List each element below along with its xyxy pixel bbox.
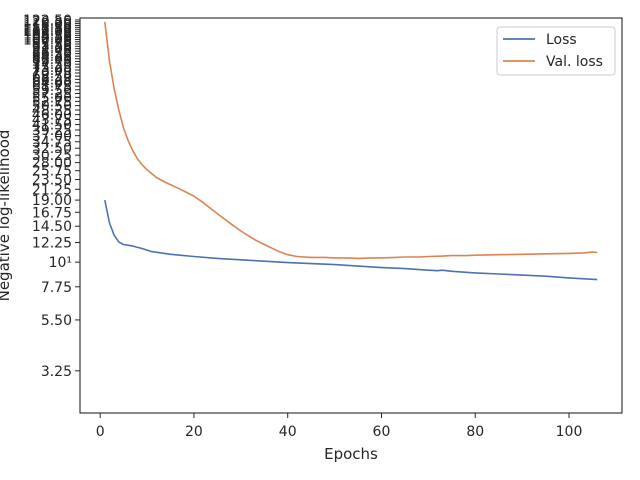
y-tick-label: 34.75 [32,135,72,151]
y-tick-label: 25.75 [32,164,72,180]
y-tick-label: 7.75 [41,280,72,296]
y-tick-label: 97.75 [32,35,72,51]
y-tick-label: 100.00 [23,33,72,49]
y-tick-label: 5.50 [41,313,72,329]
y-tick-label: 19.00 [32,193,72,209]
y-tick-label: 86.50 [32,47,72,63]
y-tick-label: 16.75 [32,205,72,221]
y-tick-label: 66.25 [32,72,72,88]
y-tick-label: 68.50 [32,69,72,85]
y-tick-label: 23.50 [32,173,72,189]
y-tick-label: 91.00 [32,42,72,58]
y-tick-label: 10¹ [49,255,72,271]
y-tick-label: 95.50 [32,37,72,53]
y-tick-label: 46.00 [32,108,72,124]
y-tick-label: 52.75 [32,94,72,110]
y-tick-label: 73.00 [32,63,72,79]
y-tick-label: 3.25 [41,364,72,380]
x-axis-label: Epochs [324,445,378,463]
x-tick-label: 20 [185,424,203,440]
y-tick-label: 104.50 [23,28,72,44]
x-tick-label: 0 [96,424,105,440]
y-tick-label: 14.50 [32,219,72,235]
x-tick-label: 100 [556,424,583,440]
y-tick-label: 111.25 [23,22,72,38]
y-tick-label: 39.25 [32,123,72,139]
y-tick-label: 12.25 [32,236,72,252]
plot-frame [79,17,623,414]
y-tick-label: 21.25 [32,182,72,198]
y-tick-label: 48.25 [32,103,72,119]
y-tick-label: 122.50 [23,13,72,29]
y-tick-label: 88.75 [32,44,72,60]
legend-entry: Loss [546,32,577,48]
y-tick-label: 93.25 [32,39,72,55]
axes: 0 20 40 60 80 100 3.25 5.50 7.75 10¹ 12.2514.5016.… [23,13,623,440]
y-tick-label: 113.50 [23,20,72,36]
y-tick-label: 106.75 [23,26,72,42]
y-tick-label: 70.75 [32,66,72,82]
y-tick-label: 77.50 [32,57,72,73]
y-tick-label: 57.25 [32,86,72,102]
legend: Loss Val. loss [496,26,616,76]
y-tick-label: 55.00 [32,90,72,106]
x-tick-label: 80 [466,424,484,440]
y-tick-label: 41.50 [32,118,72,134]
y-tick-label: 102.25 [23,30,72,46]
x-tick-label: 60 [373,424,391,440]
y-tick-label: 37.00 [32,129,72,145]
y-tick-label: 118.00 [23,17,72,33]
x-tick-label: 40 [279,424,297,440]
y-tick-label: 109.00 [23,24,72,40]
y-tick-label: 115.75 [23,18,72,34]
y-tick-label: 30.25 [32,148,72,164]
series-line-loss [104,199,598,281]
y-axis-label: Negative log-likelihood [0,130,13,302]
y-tick-label: 32.50 [32,141,72,157]
y-tick-label: 28.00 [32,156,72,172]
y-tick-label: 79.75 [32,54,72,70]
series-line-val-loss [104,21,598,260]
y-tick-label: 43.75 [32,112,72,128]
y-tick-label: 120.25 [23,15,72,31]
y-tick-label: 84.25 [32,49,72,65]
y-tick-label: 59.50 [32,83,72,99]
y-tick-label: 50.50 [32,99,72,115]
y-tick-label: 61.75 [32,79,72,95]
legend-entry: Val. loss [546,54,603,70]
y-tick-label: 82.00 [32,52,72,68]
y-tick-label: 64.00 [32,76,72,92]
y-tick-label: 75.25 [32,60,72,76]
plot-area [104,21,598,281]
